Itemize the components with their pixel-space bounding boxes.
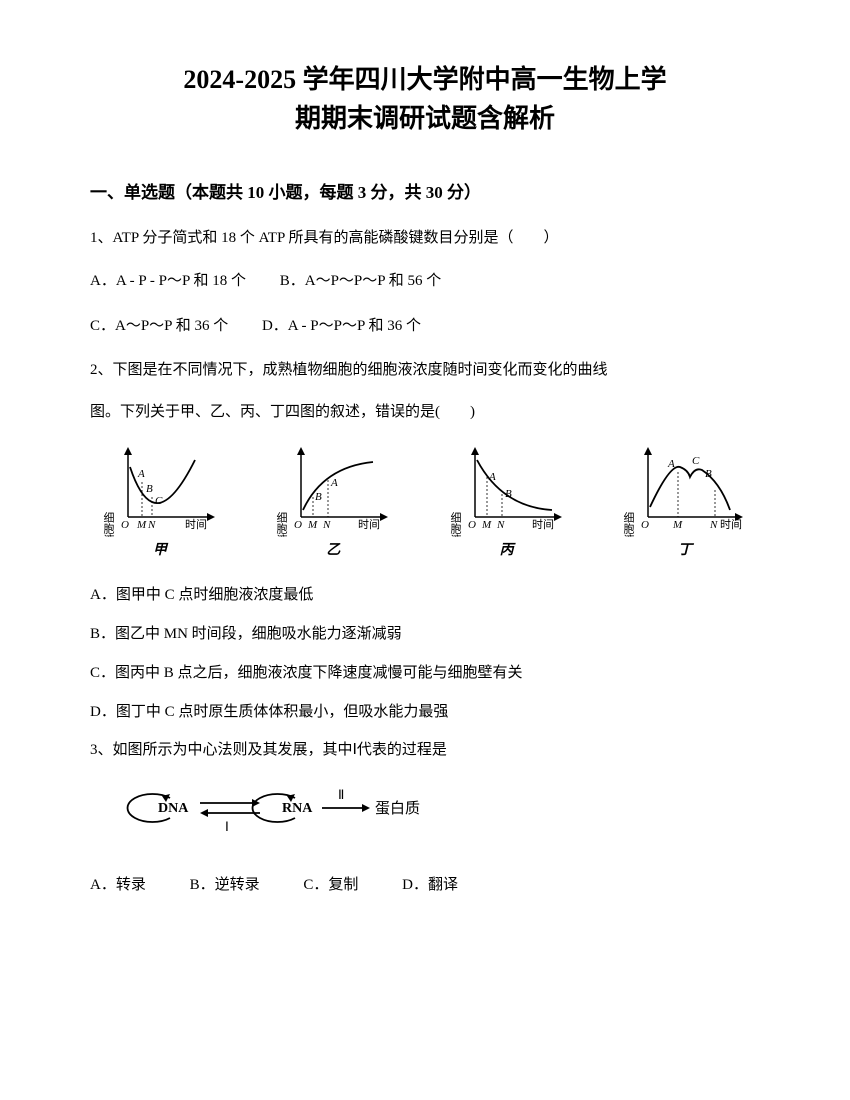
svg-text:时间: 时间 — [185, 518, 207, 531]
question-3-text: 3、如图所示为中心法则及其发展，其中Ⅰ代表的过程是 — [90, 735, 760, 765]
graph-jia-label: 甲 — [100, 539, 220, 559]
q2-option-d: D．图丁中 C 点时原生质体体积最小，但吸水能力最强 — [90, 696, 760, 729]
graph-jia-svg: 细胞液浓度 A B C O M N 时间 — [100, 442, 220, 537]
svg-text:B: B — [705, 468, 712, 480]
graph-ding-svg: 细胞液浓度 A C B O M N 时间 — [620, 442, 750, 537]
svg-text:A: A — [667, 458, 675, 470]
svg-text:B: B — [146, 483, 153, 495]
graph-yi-label: 乙 — [273, 539, 393, 559]
central-dogma-diagram: DNA Ⅰ RNA Ⅱ 蛋白质 — [110, 783, 760, 848]
svg-text:M: M — [481, 519, 492, 531]
svg-text:O: O — [294, 519, 302, 531]
q2-option-c: C．图丙中 B 点之后，细胞液浓度下降速度减慢可能与细胞壁有关 — [90, 657, 760, 690]
q1-option-b: B．A～P～P～P 和 56 个 — [280, 265, 442, 298]
svg-text:O: O — [641, 519, 649, 531]
graph-jia: 细胞液浓度 A B C O M N 时间 甲 — [100, 442, 220, 559]
q3-option-c: C．复制 — [303, 870, 358, 900]
title-line-1: 2024-2025 学年四川大学附中高一生物上学 — [90, 60, 760, 99]
svg-text:B: B — [315, 491, 322, 503]
svg-text:N: N — [496, 519, 505, 531]
svg-text:B: B — [505, 488, 512, 500]
q1-option-d: D．A - P～P～P 和 36 个 — [262, 310, 421, 343]
svg-text:蛋白质: 蛋白质 — [375, 800, 420, 817]
svg-text:时间: 时间 — [720, 518, 742, 531]
svg-text:M: M — [672, 519, 683, 531]
svg-text:N: N — [709, 519, 718, 531]
svg-text:时间: 时间 — [358, 518, 380, 531]
question-1-options-ab: A．A - P - P～P 和 18 个 B．A～P～P～P 和 56 个 — [90, 265, 760, 298]
q1-option-c: C．A～P～P 和 36 个 — [90, 310, 228, 343]
svg-text:O: O — [121, 519, 129, 531]
section-header: 一、单选题（本题共 10 小题，每题 3 分，共 30 分） — [90, 178, 760, 203]
graphs-row: 细胞液浓度 A B C O M N 时间 甲 细胞液浓度 B A O — [90, 442, 760, 559]
svg-text:细胞液浓度: 细胞液浓度 — [449, 512, 462, 537]
question-3-options: A．转录 B．逆转录 C．复制 D．翻译 — [90, 870, 760, 900]
graph-bing-svg: 细胞液浓度 A B O M N 时间 — [447, 442, 567, 537]
svg-text:C: C — [692, 455, 700, 467]
q2-option-a: A．图甲中 C 点时细胞液浓度最低 — [90, 579, 760, 612]
svg-text:A: A — [330, 477, 338, 489]
svg-text:M: M — [136, 519, 147, 531]
q3-option-d: D．翻译 — [402, 870, 458, 900]
q2-option-b: B．图乙中 MN 时间段，细胞吸水能力逐渐减弱 — [90, 618, 760, 651]
question-2-text-2: 图。下列关于甲、乙、丙、丁四图的叙述，错误的是( ) — [90, 397, 760, 427]
svg-text:N: N — [322, 519, 331, 531]
svg-text:Ⅰ: Ⅰ — [225, 819, 229, 834]
svg-text:C: C — [155, 495, 163, 507]
question-2-text-1: 2、下图是在不同情况下，成熟植物细胞的细胞液浓度随时间变化而变化的曲线 — [90, 355, 760, 385]
graph-yi-svg: 细胞液浓度 B A O M N 时间 — [273, 442, 393, 537]
graph-bing: 细胞液浓度 A B O M N 时间 丙 — [447, 442, 567, 559]
q3-option-b: B．逆转录 — [190, 870, 260, 900]
svg-text:细胞液浓度: 细胞液浓度 — [102, 512, 115, 537]
svg-text:A: A — [488, 471, 496, 483]
svg-text:时间: 时间 — [532, 518, 554, 531]
question-1-text: 1、ATP 分子简式和 18 个 ATP 所具有的高能磷酸键数目分别是（ ） — [90, 223, 760, 253]
q1-option-a: A．A - P - P～P 和 18 个 — [90, 265, 246, 298]
svg-text:细胞液浓度: 细胞液浓度 — [275, 512, 288, 537]
svg-text:Ⅱ: Ⅱ — [338, 787, 344, 802]
page-title: 2024-2025 学年四川大学附中高一生物上学 期期末调研试题含解析 — [90, 60, 760, 138]
svg-text:细胞液浓度: 细胞液浓度 — [622, 512, 635, 537]
central-dogma-svg: DNA Ⅰ RNA Ⅱ 蛋白质 — [110, 783, 430, 843]
svg-text:A: A — [137, 468, 145, 480]
svg-text:DNA: DNA — [158, 801, 189, 816]
svg-text:RNA: RNA — [282, 801, 313, 816]
graph-ding: 细胞液浓度 A C B O M N 时间 丁 — [620, 442, 750, 559]
svg-text:N: N — [147, 519, 156, 531]
graph-ding-label: 丁 — [620, 539, 750, 559]
graph-yi: 细胞液浓度 B A O M N 时间 乙 — [273, 442, 393, 559]
title-line-2: 期期末调研试题含解析 — [90, 99, 760, 138]
svg-text:O: O — [468, 519, 476, 531]
graph-bing-label: 丙 — [447, 539, 567, 559]
q3-option-a: A．转录 — [90, 870, 146, 900]
question-1-options-cd: C．A～P～P 和 36 个 D．A - P～P～P 和 36 个 — [90, 310, 760, 343]
svg-text:M: M — [307, 519, 318, 531]
